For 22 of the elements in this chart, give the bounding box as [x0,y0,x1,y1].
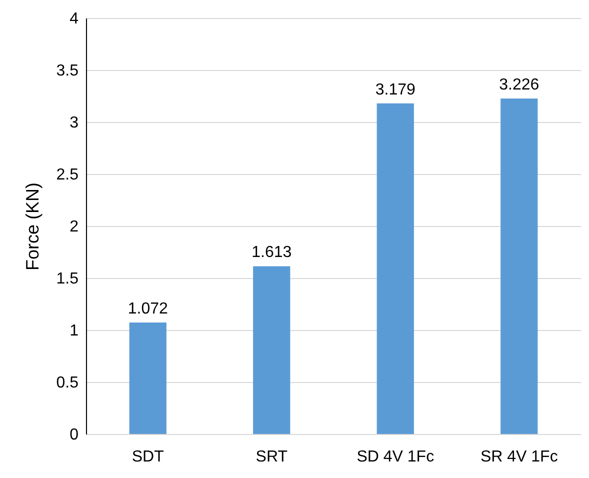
y-tick-label: 4 [70,10,79,28]
y-tick-label: 0.5 [56,374,79,392]
y-tick-label: 2 [70,218,79,236]
y-tick-label: 3 [70,114,79,132]
y-axis-title: Force (KN) [22,182,42,271]
y-tick-label: 0 [70,426,79,444]
x-tick-label: SD 4V 1Fc [356,448,434,466]
y-tick-label: 2.5 [56,166,79,184]
y-tick-label: 3.5 [56,62,79,80]
data-label: 1.613 [252,244,292,262]
x-tick-label: SRT [256,448,288,466]
y-tick-label: 1.5 [56,270,79,288]
x-tick-label: SDT [132,448,164,466]
data-label: 1.072 [128,300,168,318]
y-tick-label: 1 [70,322,79,340]
bar [500,98,538,434]
data-label: 3.179 [375,81,416,98]
data-label: 3.226 [499,76,540,94]
x-tick-label: SR 4V 1Fc [480,448,558,466]
bar [253,266,290,434]
bar [129,322,166,434]
bar [376,103,414,434]
